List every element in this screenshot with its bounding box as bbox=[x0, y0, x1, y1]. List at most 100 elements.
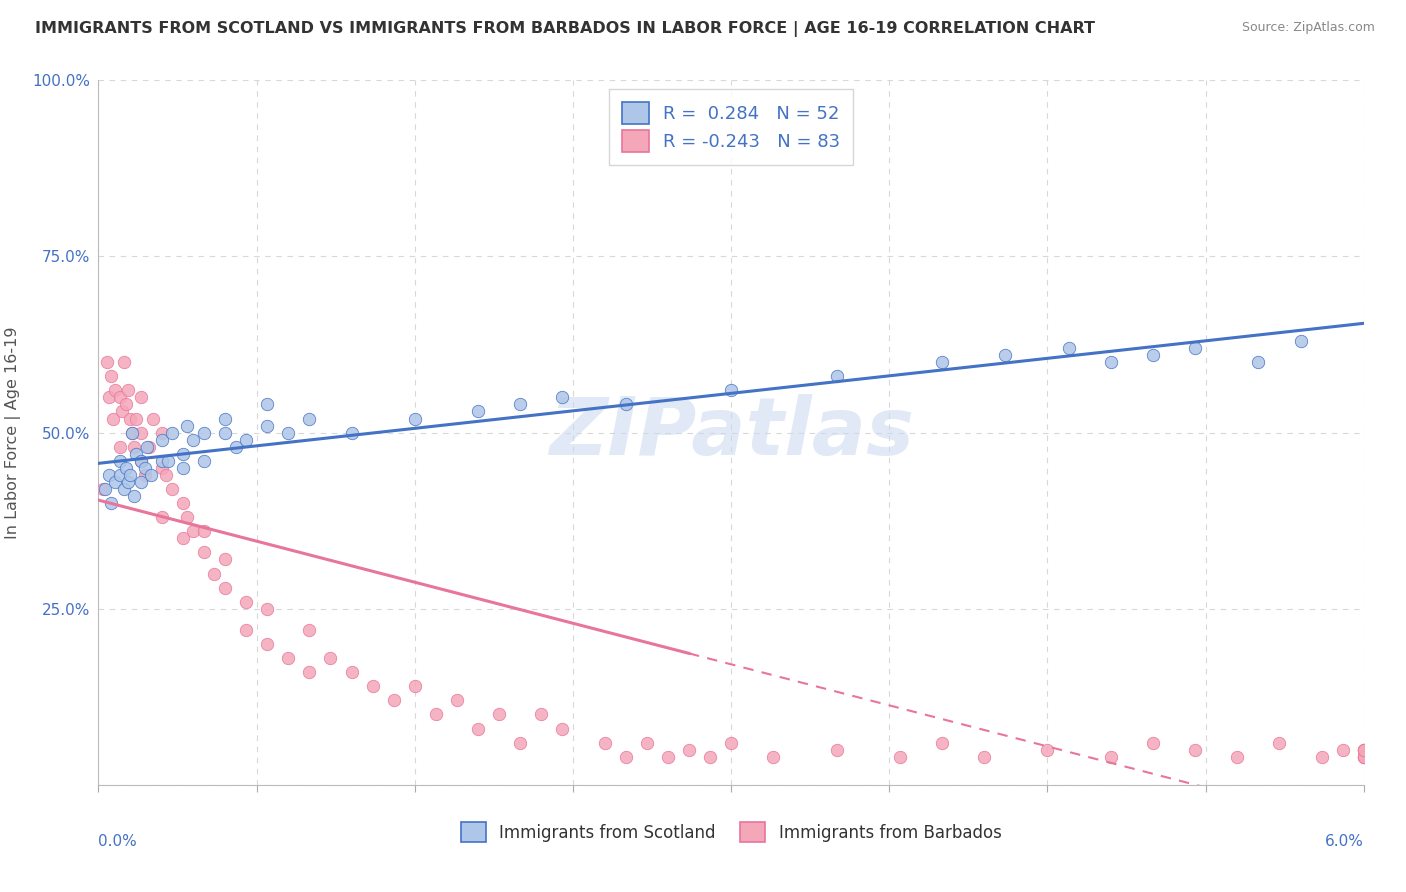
Point bbox=[1353, 742, 1375, 756]
Point bbox=[298, 623, 321, 637]
Point bbox=[115, 397, 138, 411]
Point bbox=[256, 397, 278, 411]
Point bbox=[1142, 348, 1164, 362]
Point bbox=[1184, 742, 1206, 756]
Point bbox=[108, 454, 131, 468]
Point bbox=[96, 355, 118, 369]
Point bbox=[1036, 742, 1059, 756]
Point bbox=[1289, 334, 1312, 348]
Point bbox=[183, 433, 205, 447]
Point bbox=[1353, 742, 1375, 756]
Point bbox=[104, 475, 127, 489]
Point bbox=[124, 440, 146, 454]
Point bbox=[214, 552, 236, 566]
Point bbox=[699, 749, 721, 764]
Point bbox=[340, 425, 363, 440]
Point bbox=[277, 425, 299, 440]
Point bbox=[214, 411, 236, 425]
Point bbox=[193, 454, 215, 468]
Point bbox=[1142, 736, 1164, 750]
Point bbox=[277, 651, 299, 665]
Point bbox=[134, 467, 156, 482]
Point bbox=[193, 425, 215, 440]
Point bbox=[298, 411, 321, 425]
Point bbox=[973, 749, 995, 764]
Point bbox=[172, 496, 194, 510]
Point bbox=[889, 749, 911, 764]
Point bbox=[112, 482, 135, 496]
Point bbox=[235, 595, 257, 609]
Point bbox=[1353, 749, 1375, 764]
Point bbox=[340, 665, 363, 680]
Point bbox=[1247, 355, 1270, 369]
Point bbox=[120, 411, 141, 425]
Point bbox=[256, 418, 278, 433]
Point bbox=[657, 749, 679, 764]
Point bbox=[129, 454, 152, 468]
Point bbox=[467, 722, 489, 736]
Point bbox=[125, 447, 148, 461]
Y-axis label: In Labor Force | Age 16-19: In Labor Force | Age 16-19 bbox=[6, 326, 21, 539]
Legend: Immigrants from Scotland, Immigrants from Barbados: Immigrants from Scotland, Immigrants fro… bbox=[449, 811, 1014, 855]
Point bbox=[150, 510, 173, 524]
Point bbox=[162, 425, 183, 440]
Point bbox=[93, 482, 117, 496]
Point bbox=[678, 742, 700, 756]
Point bbox=[193, 545, 215, 559]
Point bbox=[382, 693, 405, 707]
Point bbox=[150, 460, 173, 475]
Point bbox=[235, 623, 257, 637]
Point bbox=[551, 391, 574, 405]
Point bbox=[593, 736, 616, 750]
Point bbox=[931, 736, 953, 750]
Point bbox=[121, 425, 143, 440]
Point bbox=[1353, 742, 1375, 756]
Point bbox=[509, 736, 531, 750]
Point bbox=[1099, 749, 1122, 764]
Text: IMMIGRANTS FROM SCOTLAND VS IMMIGRANTS FROM BARBADOS IN LABOR FORCE | AGE 16-19 : IMMIGRANTS FROM SCOTLAND VS IMMIGRANTS F… bbox=[35, 21, 1095, 37]
Point bbox=[98, 391, 121, 405]
Point bbox=[425, 707, 447, 722]
Point bbox=[825, 369, 848, 384]
Point bbox=[404, 411, 426, 425]
Point bbox=[108, 467, 131, 482]
Point bbox=[193, 524, 215, 539]
Point bbox=[115, 460, 138, 475]
Point bbox=[1310, 749, 1333, 764]
Point bbox=[825, 742, 848, 756]
Point bbox=[100, 496, 122, 510]
Point bbox=[103, 411, 125, 425]
Point bbox=[176, 418, 198, 433]
Point bbox=[225, 440, 247, 454]
Point bbox=[530, 707, 553, 722]
Point bbox=[138, 440, 160, 454]
Point bbox=[108, 440, 131, 454]
Point bbox=[720, 384, 742, 398]
Point bbox=[256, 601, 278, 615]
Point bbox=[129, 475, 152, 489]
Point bbox=[994, 348, 1017, 362]
Point bbox=[111, 404, 132, 418]
Point bbox=[361, 679, 384, 693]
Point bbox=[142, 411, 165, 425]
Point bbox=[1353, 749, 1375, 764]
Point bbox=[172, 532, 194, 546]
Point bbox=[129, 454, 152, 468]
Point bbox=[150, 425, 173, 440]
Point bbox=[319, 651, 342, 665]
Point bbox=[136, 440, 159, 454]
Text: Source: ZipAtlas.com: Source: ZipAtlas.com bbox=[1241, 21, 1375, 35]
Text: 0.0%: 0.0% bbox=[98, 834, 138, 849]
Point bbox=[98, 467, 121, 482]
Point bbox=[509, 397, 531, 411]
Point bbox=[112, 355, 135, 369]
Point bbox=[488, 707, 510, 722]
Point bbox=[446, 693, 468, 707]
Point bbox=[157, 454, 180, 468]
Point bbox=[298, 665, 321, 680]
Point bbox=[256, 637, 278, 651]
Point bbox=[134, 460, 156, 475]
Text: ZIPatlas: ZIPatlas bbox=[548, 393, 914, 472]
Point bbox=[1268, 736, 1291, 750]
Point bbox=[150, 454, 173, 468]
